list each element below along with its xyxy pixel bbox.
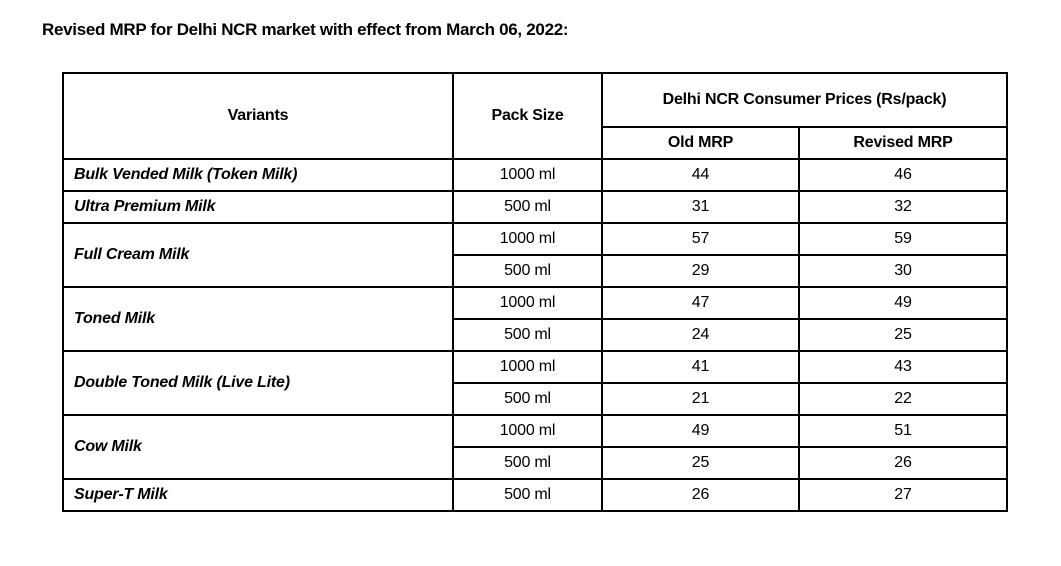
old-mrp-cell: 57: [601, 222, 800, 256]
table-row: Bulk Vended Milk (Token Milk) 1000 ml 44 46: [62, 158, 1008, 192]
revised-mrp-cell: 59: [798, 222, 1008, 256]
revised-mrp-cell: 27: [798, 478, 1008, 512]
table-row: 500 ml 29 30: [63, 254, 1008, 288]
table-row: Cow Milk 1000 ml 49 51: [62, 414, 1008, 480]
variant-cell: Toned Milk: [62, 286, 454, 352]
old-mrp-cell: 44: [601, 158, 800, 192]
revised-mrp-cell: 49: [798, 286, 1008, 320]
variant-cell: Cow Milk: [62, 414, 454, 480]
table-row: Ultra Premium Milk 500 ml 31 32: [62, 190, 1008, 224]
table-row: 500 ml 21 22: [63, 382, 1008, 416]
old-mrp-cell: 26: [601, 478, 800, 512]
table-row: 500 ml 25 26: [63, 446, 1008, 480]
old-mrp-cell: 47: [601, 286, 800, 320]
pack-size-cell: 500 ml: [452, 318, 603, 352]
table-row: Toned Milk 1000 ml 47 49: [62, 286, 1008, 352]
document-title: Revised MRP for Delhi NCR market with ef…: [42, 20, 569, 39]
header-pack-size: Pack Size: [452, 72, 603, 160]
pack-size-cell: 1000 ml: [452, 222, 603, 256]
revised-mrp-cell: 26: [798, 446, 1008, 480]
pack-size-cell: 500 ml: [452, 478, 603, 512]
old-mrp-cell: 31: [601, 190, 800, 224]
variant-cell: Double Toned Milk (Live Lite): [62, 350, 454, 416]
header-variants: Variants: [62, 72, 454, 160]
price-table: Variants Pack Size Delhi NCR Consumer Pr…: [62, 72, 1008, 512]
revised-mrp-cell: 43: [798, 350, 1008, 384]
variant-cell: Ultra Premium Milk: [62, 190, 454, 224]
revised-mrp-cell: 30: [798, 254, 1008, 288]
old-mrp-cell: 41: [601, 350, 800, 384]
header-old-mrp: Old MRP: [601, 126, 800, 160]
pack-size-cell: 1000 ml: [452, 158, 603, 192]
header-revised-mrp: Revised MRP: [798, 126, 1008, 160]
table-row: Full Cream Milk 1000 ml 57 59: [62, 222, 1008, 288]
pack-size-cell: 500 ml: [452, 254, 603, 288]
pack-size-cell: 1000 ml: [452, 286, 603, 320]
pack-size-cell: 500 ml: [452, 446, 603, 480]
old-mrp-cell: 21: [601, 382, 800, 416]
pack-size-cell: 1000 ml: [452, 414, 603, 448]
revised-mrp-cell: 22: [798, 382, 1008, 416]
old-mrp-cell: 49: [601, 414, 800, 448]
revised-mrp-cell: 25: [798, 318, 1008, 352]
variant-cell: Full Cream Milk: [62, 222, 454, 288]
pack-size-cell: 500 ml: [452, 190, 603, 224]
old-mrp-cell: 25: [601, 446, 800, 480]
variant-cell: Bulk Vended Milk (Token Milk): [62, 158, 454, 192]
variant-cell: Super-T Milk: [62, 478, 454, 512]
pack-size-cell: 1000 ml: [452, 350, 603, 384]
table-row: Double Toned Milk (Live Lite) 1000 ml 41 43: [62, 350, 1008, 416]
table-row: 500 ml 24 25: [63, 318, 1008, 352]
revised-mrp-cell: 32: [798, 190, 1008, 224]
old-mrp-cell: 29: [601, 254, 800, 288]
old-mrp-cell: 24: [601, 318, 800, 352]
table-row: Super-T Milk 500 ml 26 27: [62, 478, 1008, 512]
revised-mrp-cell: 51: [798, 414, 1008, 448]
pack-size-cell: 500 ml: [452, 382, 603, 416]
header-consumer-prices: Delhi NCR Consumer Prices (Rs/pack): [601, 72, 1008, 128]
revised-mrp-cell: 46: [798, 158, 1008, 192]
